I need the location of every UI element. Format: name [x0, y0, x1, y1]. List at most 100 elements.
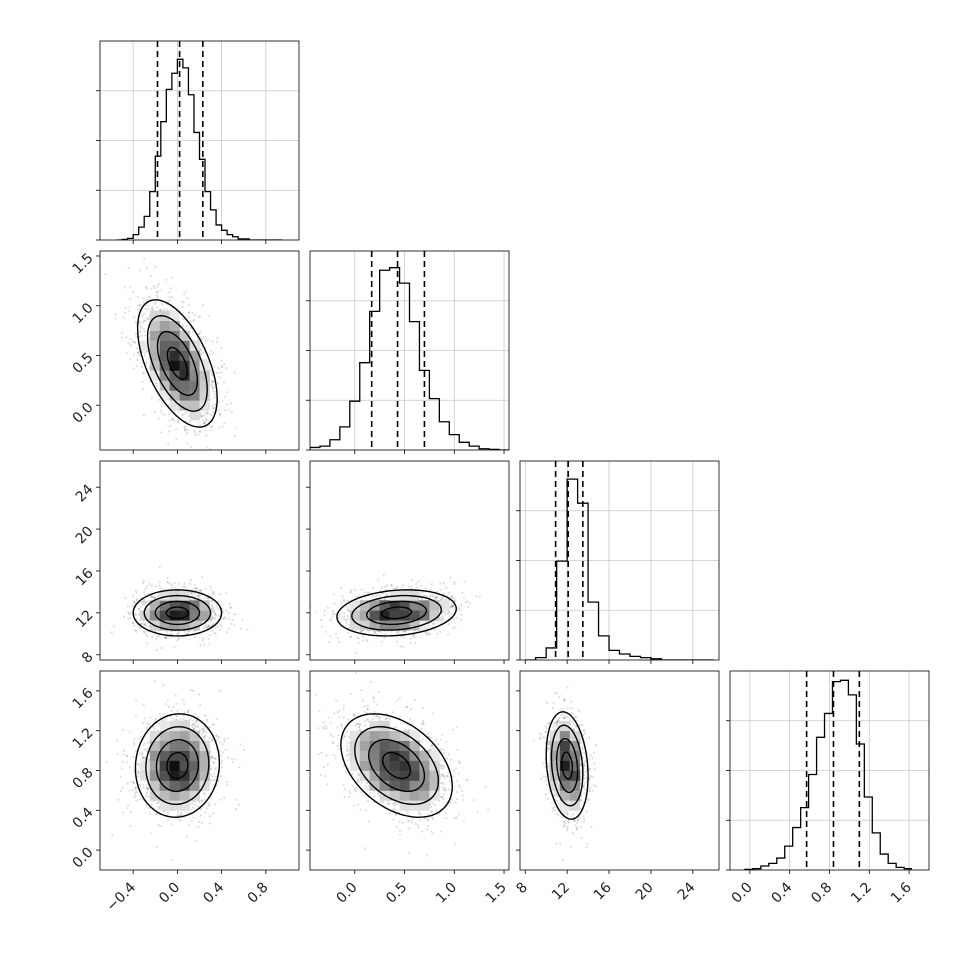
scatter-point	[176, 421, 179, 424]
scatter-point	[380, 587, 383, 590]
histogram-steps	[116, 58, 283, 240]
scatter-point	[177, 421, 180, 424]
scatter-point	[170, 630, 173, 633]
scatter-point	[200, 588, 203, 592]
scatter-point	[198, 423, 201, 426]
scatter-point	[143, 591, 146, 594]
scatter-point	[145, 304, 148, 307]
scatter-point	[211, 607, 214, 610]
scatter-point	[222, 380, 226, 384]
scatter-point	[210, 774, 213, 777]
scatter-point	[147, 317, 150, 321]
scatter-point	[113, 625, 116, 628]
scatter-point	[376, 593, 379, 597]
scatter-point	[170, 709, 173, 713]
scatter-point	[204, 597, 207, 600]
density-cell	[179, 400, 190, 411]
scatter-point	[210, 373, 214, 376]
scatter-point	[363, 591, 366, 594]
density-cell	[359, 620, 371, 631]
scatter-point	[334, 612, 337, 616]
scatter-point	[133, 601, 136, 605]
scatter-point	[136, 599, 139, 602]
scatter-point	[153, 720, 156, 723]
scatter-point	[139, 784, 142, 787]
scatter-point	[138, 627, 141, 630]
scatter-point	[402, 630, 405, 633]
scatter-point	[127, 804, 130, 807]
scatter-point	[167, 581, 170, 585]
scatter-point	[223, 422, 226, 425]
scatter-point	[450, 603, 453, 606]
scatter-point	[145, 791, 149, 794]
scatter-point	[210, 588, 213, 591]
density-cell	[159, 330, 170, 341]
scatter-point	[198, 820, 201, 824]
scatter-point	[145, 360, 148, 364]
scatter-point	[148, 795, 151, 798]
scatter-point	[186, 442, 189, 445]
scatter-point	[170, 308, 173, 312]
density-cell	[199, 400, 210, 411]
scatter-point	[444, 613, 447, 616]
scatter-point	[125, 754, 128, 757]
scatter-point	[145, 299, 148, 302]
scatter-point	[137, 775, 140, 778]
scatter-point	[233, 371, 236, 374]
scatter-point	[211, 756, 214, 759]
scatter-point	[357, 637, 360, 640]
scatter-point	[421, 591, 424, 594]
density-cell	[189, 620, 200, 631]
scatter-point	[224, 616, 227, 619]
scatter-point	[199, 331, 202, 334]
scatter-point	[146, 267, 149, 270]
scatter-point	[162, 587, 165, 590]
scatter-point	[449, 576, 452, 579]
scatter-point	[209, 768, 212, 771]
scatter-point	[195, 720, 198, 723]
scatter-point	[339, 620, 342, 623]
scatter-point	[349, 635, 353, 638]
scatter-point	[202, 351, 205, 354]
scatter-point	[175, 437, 178, 441]
histogram-panel-1	[306, 250, 510, 451]
scatter-point	[420, 597, 424, 600]
scatter-point	[177, 636, 180, 639]
scatter-point	[197, 595, 201, 598]
scatter-point	[233, 624, 236, 627]
scatter-point	[336, 636, 339, 639]
scatter-point	[326, 606, 329, 609]
scatter-point	[223, 451, 225, 453]
scatter-point	[462, 596, 465, 599]
scatter-point	[331, 609, 335, 612]
scatter-point	[192, 723, 195, 726]
density-cell	[379, 610, 390, 621]
scatter-point	[142, 580, 145, 583]
scatter-point	[200, 414, 203, 417]
scatter-point	[135, 630, 138, 633]
scatter-point	[217, 615, 220, 618]
scatter-point	[209, 353, 212, 356]
scatter-point	[140, 334, 143, 337]
scatter-point	[173, 581, 176, 585]
scatter-point	[132, 781, 136, 784]
scatter-point	[452, 604, 455, 607]
scatter-point	[426, 632, 429, 635]
scatter-point	[451, 604, 454, 608]
scatter-point	[180, 300, 184, 303]
scatter-point	[135, 786, 138, 789]
joint-panel-0-1-frame	[99, 250, 300, 451]
scatter-point	[171, 276, 174, 279]
scatter-point	[211, 756, 214, 759]
density-cell	[199, 360, 210, 371]
density-cell	[169, 370, 180, 381]
scatter-point	[210, 618, 213, 621]
scatter-point	[366, 592, 369, 595]
scatter-point	[203, 714, 206, 717]
scatter-point	[211, 340, 214, 343]
histogram-panel-2	[516, 460, 720, 661]
scatter-point	[201, 415, 204, 418]
scatter-point	[211, 609, 214, 612]
scatter-point	[166, 308, 169, 311]
scatter-point	[199, 808, 203, 811]
